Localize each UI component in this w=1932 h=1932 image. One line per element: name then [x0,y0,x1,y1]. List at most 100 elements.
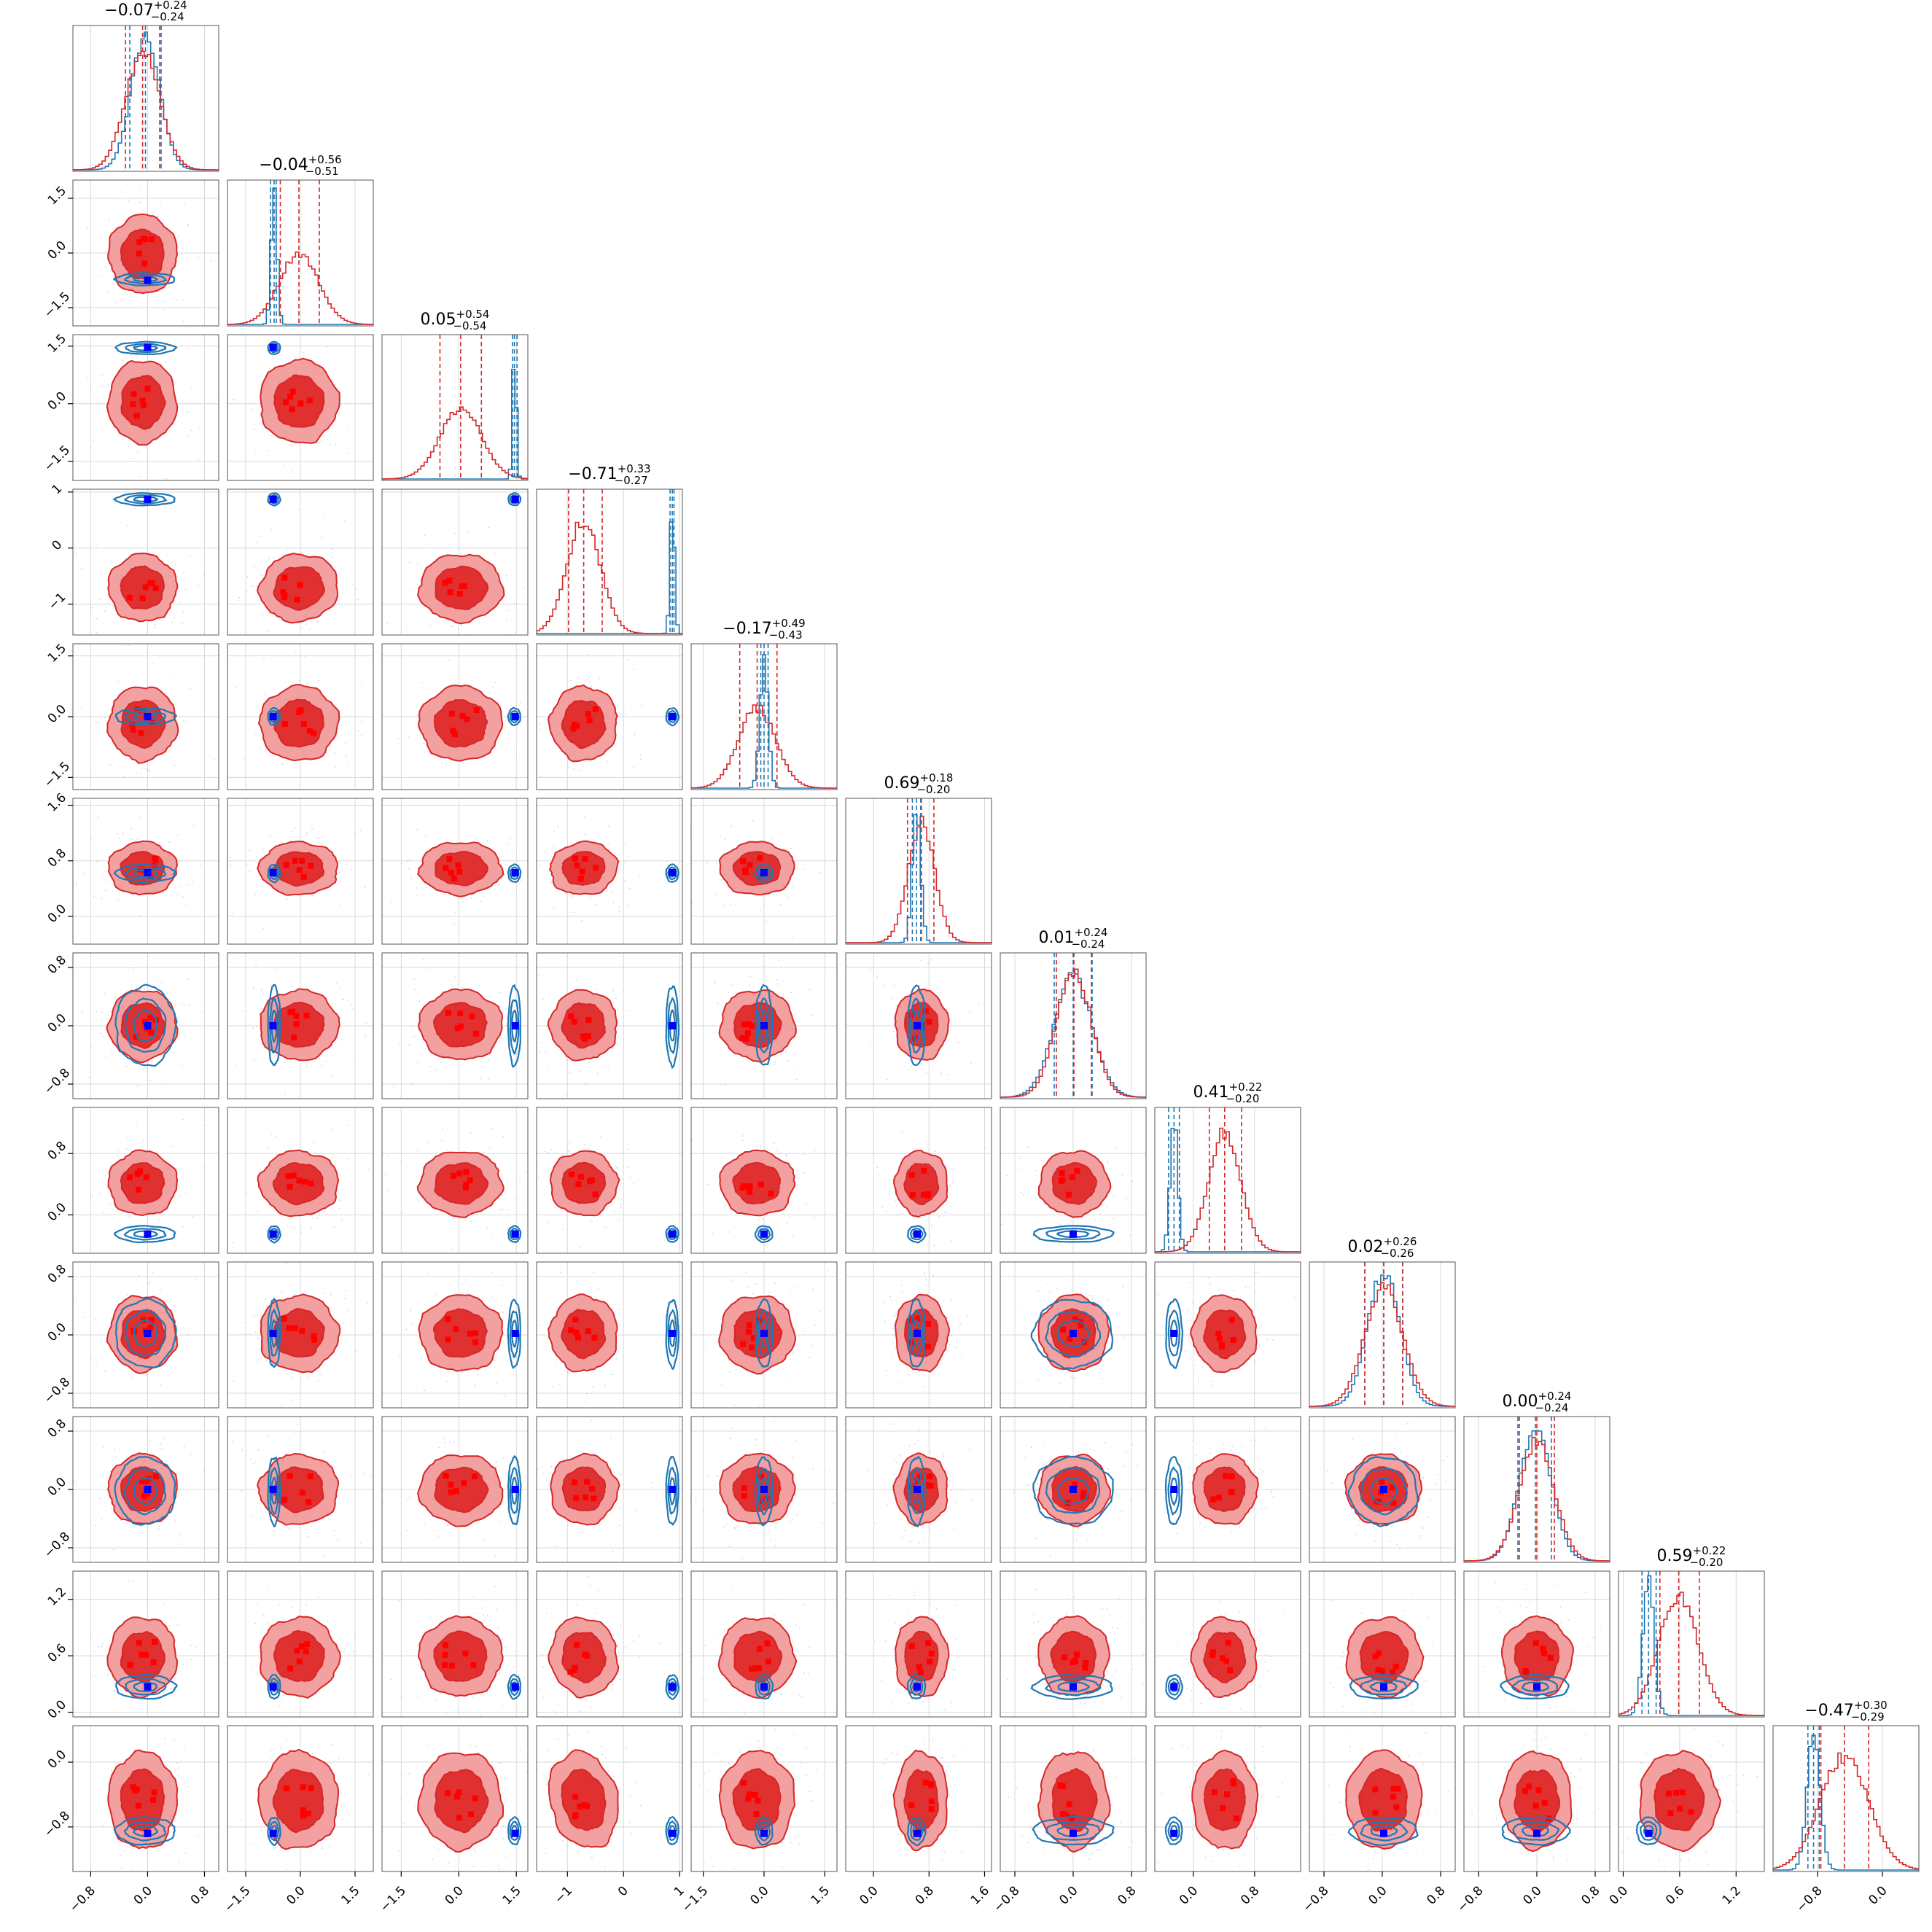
sample-dot [185,588,187,591]
sample-dot [1197,1377,1199,1379]
contour-panel [531,1416,683,1563]
sample-dot [1047,1283,1049,1285]
sample-marker-red [1228,1489,1234,1495]
sample-dot [895,1314,897,1317]
sample-dot [1446,1455,1449,1457]
sample-dot [159,204,161,206]
sample-dot [930,1450,932,1452]
histogram-blue [1155,1127,1301,1253]
sample-dot [923,1559,924,1560]
sample-dot [117,1055,119,1057]
panel-frame [227,179,374,327]
sample-dot [615,1433,617,1435]
sample-dot [555,1713,556,1715]
sample-dot [1106,1205,1108,1207]
sample-dot [1070,1376,1072,1379]
sample-dot [488,1078,490,1080]
sample-marker-red [585,1033,592,1040]
sample-marker-red [300,873,307,880]
sample-dot [729,1437,731,1439]
sample-dot [323,1452,325,1454]
sample-marker-red [152,585,159,591]
sample-dot [723,1526,725,1528]
title-plus: +0.24 [154,0,187,12]
sample-marker-red [470,1662,477,1668]
sample-dot [185,1192,187,1194]
sample-dot [1226,1292,1228,1294]
sample-dot [131,838,133,841]
sample-marker-red [916,1664,922,1670]
sample-dot [531,1473,533,1474]
sample-dot [833,1503,835,1504]
sample-dot [589,681,591,683]
sample-dot [1293,1297,1296,1299]
sample-dot [183,572,185,574]
sample-dot [422,1166,424,1169]
sample-dot [917,1439,919,1441]
sample-dot [149,1281,151,1283]
y-tick-label: 0.0 [45,238,69,262]
sample-marker-red [142,584,149,591]
sample-dot [451,1249,453,1251]
sample-dot [951,1335,953,1336]
sample-dot [567,1371,569,1374]
sample-dot [628,659,630,661]
sample-dot [331,548,332,550]
sample-dot [928,1150,930,1152]
sample-dot [901,1212,903,1215]
y-tick-label: 0.8 [45,1139,69,1163]
sample-dot [388,1156,390,1158]
sample-dot [73,1480,75,1482]
sample-dot [480,1714,482,1716]
contour-blue-middle [125,1309,167,1357]
sample-dot [776,895,778,897]
sample-dot [515,776,517,779]
sample-dot [620,1207,622,1208]
sample-marker-red [574,1642,580,1648]
sample-dot [449,1441,451,1442]
sample-dot [896,1462,897,1464]
panel-content [227,636,373,790]
panel-content [691,1107,837,1253]
panel-content [691,798,837,944]
sample-marker-red [289,406,295,413]
sample-dot [233,1380,235,1382]
sample-dot [148,769,150,771]
sample-dot [891,1299,893,1301]
sample-dot [252,1027,254,1029]
sample-marker-red [924,1482,931,1489]
panel-content [1000,953,1146,1099]
sample-dot [305,1604,308,1606]
sample-dot [347,1124,349,1126]
sample-dot [1075,1540,1078,1542]
sample-marker-red [443,865,449,871]
sample-marker-red [450,1172,456,1179]
contour-red-inner [561,699,607,749]
sample-dot [182,320,184,322]
sample-dot [122,776,125,778]
sample-dot [258,636,260,637]
contour-panel [227,1416,374,1563]
truth-marker [511,1230,519,1238]
truth-marker [669,1683,677,1691]
sample-dot [188,733,190,735]
sample-dot [733,1527,736,1528]
sample-dot [752,819,754,822]
sample-dot [134,1525,136,1527]
sample-marker-red [292,857,298,864]
sample-dot [497,1166,499,1169]
sample-dot [803,1330,804,1331]
histogram-panel: 0.05+0.54 −0.54 [381,308,529,481]
sample-dot [931,1224,932,1226]
sample-dot [337,1345,339,1347]
sample-dot [725,1300,727,1302]
sample-dot [144,988,146,990]
sample-dot [1204,1527,1206,1529]
sample-dot [716,862,718,863]
sample-dot [483,1540,486,1542]
sample-dot [956,1604,958,1606]
contour-panel [690,1570,838,1718]
sample-dot [258,1657,260,1659]
sample-dot [797,1069,798,1071]
panel-frame [690,798,838,945]
